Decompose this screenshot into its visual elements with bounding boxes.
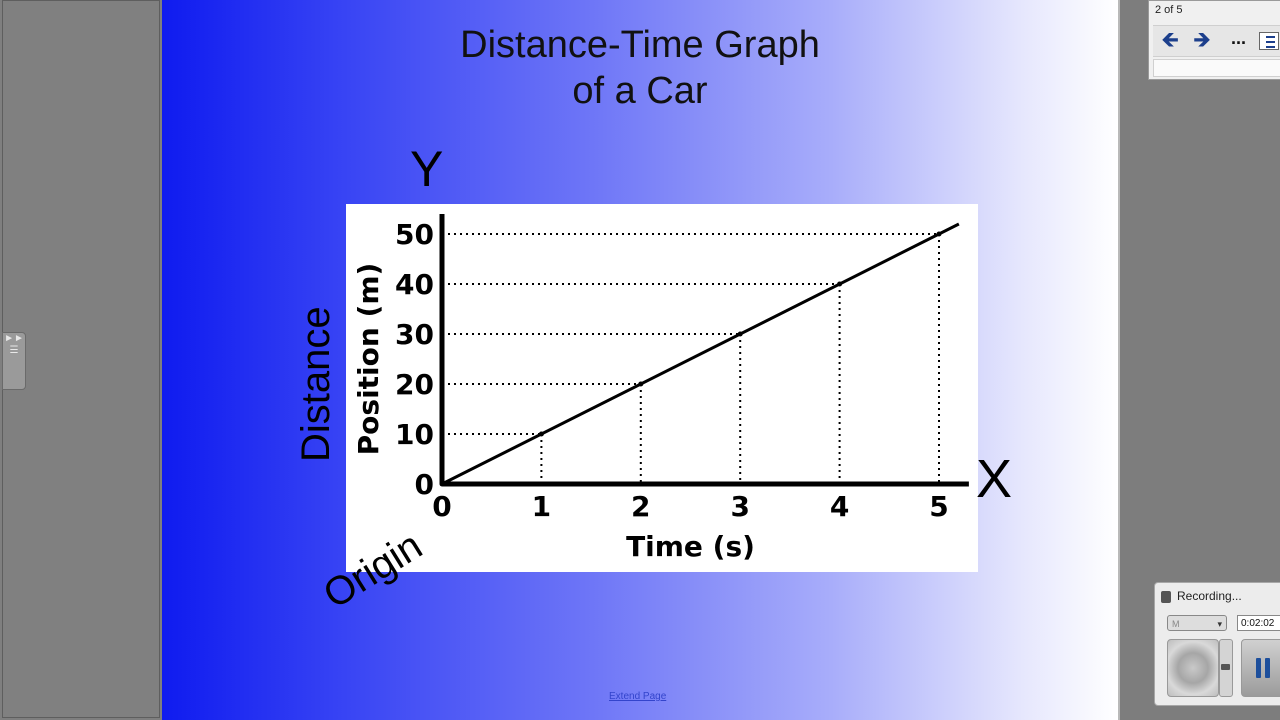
recorder-header: Recording... [1161,589,1242,603]
pause-button[interactable] [1241,639,1280,697]
y-axis-label: Position (m) [352,263,385,456]
data-point-4 [837,281,843,287]
x-tick-label-3: 3 [730,490,749,523]
volume-slider-handle[interactable] [1221,664,1230,670]
slide-title-line1: Distance-Time Graph [460,24,820,66]
record-disc-button[interactable] [1167,639,1219,697]
y-tick-label-0: 0 [415,468,434,501]
ink-x-annotation: X [976,449,1013,509]
page-menu-icon[interactable] [1259,32,1279,50]
recorder-dropdown-value: M [1172,619,1180,629]
data-point-0 [439,481,445,487]
data-point-1 [538,431,544,437]
recorder-icon [1161,590,1171,603]
x-tick-label-4: 4 [830,490,849,523]
y-tick-label-20: 20 [395,368,434,401]
volume-slider[interactable] [1219,639,1233,697]
recorder-elapsed-time: 0:02:02 [1237,615,1280,631]
extend-page-link[interactable]: Extend Page [609,691,667,702]
pause-icon-bar [1265,658,1270,678]
page-count: 2 of 5 [1155,4,1183,16]
x-tick-label-1: 1 [532,490,551,523]
data-point-2 [638,381,644,387]
recorder-status: Recording... [1177,589,1242,603]
slide-title: Distance-Time Graph of a Car [162,22,1118,114]
arrow-right-icon[interactable]: 🡺 [1193,27,1211,52]
data-point-3 [737,331,743,337]
x-axis-label: Time (s) [626,530,755,563]
page-panel-footer [1153,59,1280,77]
fast-forward-icon[interactable]: ►► ☰ [2,332,26,390]
page-nav-toolbar: 🡸 🡺 ... [1153,25,1280,57]
x-tick-label-5: 5 [929,490,948,523]
data-point-5 [936,231,942,237]
pause-icon [1256,658,1261,678]
slide-title-line2: of a Car [572,70,708,112]
page-sorter-pane [2,0,160,718]
left-gutter: ►► ☰ [0,0,162,720]
y-tick-label-50: 50 [395,218,434,251]
ink-distance-annotation: Distance [294,306,338,462]
arrow-left-icon[interactable]: 🡸 [1161,27,1179,52]
page-navigation-panel: 2 of 5 🡸 🡺 ... [1148,0,1280,80]
y-tick-label-40: 40 [395,268,434,301]
y-tick-label-30: 30 [395,318,434,351]
series-line [441,222,960,486]
ink-y-annotation: Y [410,141,444,197]
more-options-button[interactable]: ... [1231,28,1247,48]
y-tick-label-10: 10 [395,418,434,451]
x-tick-label-2: 2 [631,490,650,523]
chart-card: 0 1 2 3 4 5 0 10 20 30 40 50 Time (s) Position (m) [346,204,978,572]
x-tick-label-0: 0 [432,490,451,523]
recorder-panel: Recording... M ▾ 0:02:02 [1154,582,1280,706]
recorder-source-dropdown[interactable]: M ▾ [1167,615,1227,631]
chevron-down-icon: ▾ [1217,619,1222,629]
